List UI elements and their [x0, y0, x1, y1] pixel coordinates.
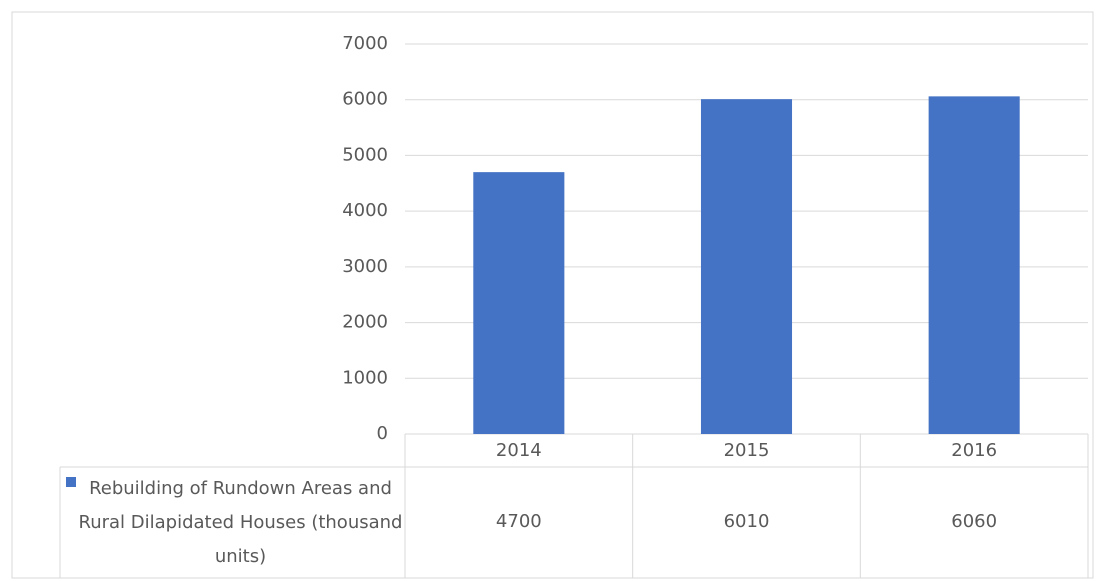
y-tick-label: 0 — [377, 423, 388, 444]
legend-marker — [66, 477, 76, 487]
y-tick-label: 4000 — [342, 200, 388, 221]
legend-label: Rebuilding of Rundown Areas and Rural Di… — [78, 478, 403, 567]
y-tick-label: 5000 — [342, 144, 388, 165]
y-tick-label: 7000 — [342, 33, 388, 54]
y-tick-label: 2000 — [342, 312, 388, 333]
bar — [700, 99, 793, 435]
x-tick-label: 2014 — [496, 440, 542, 461]
chart-border — [11, 11, 1094, 579]
y-tick-label: 3000 — [342, 256, 388, 277]
x-tick-label: 2016 — [951, 440, 997, 461]
x-tick-label: 2015 — [724, 440, 770, 461]
y-tick-label: 6000 — [342, 89, 388, 110]
table-value: 6060 — [951, 511, 997, 532]
bar — [473, 172, 565, 434]
y-tick-label: 1000 — [342, 367, 388, 388]
bar — [928, 96, 1020, 434]
table-value: 6010 — [724, 511, 770, 532]
table-value: 4700 — [496, 511, 542, 532]
